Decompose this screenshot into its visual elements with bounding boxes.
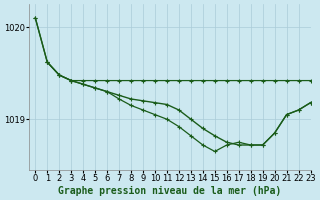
X-axis label: Graphe pression niveau de la mer (hPa): Graphe pression niveau de la mer (hPa) bbox=[58, 186, 282, 196]
